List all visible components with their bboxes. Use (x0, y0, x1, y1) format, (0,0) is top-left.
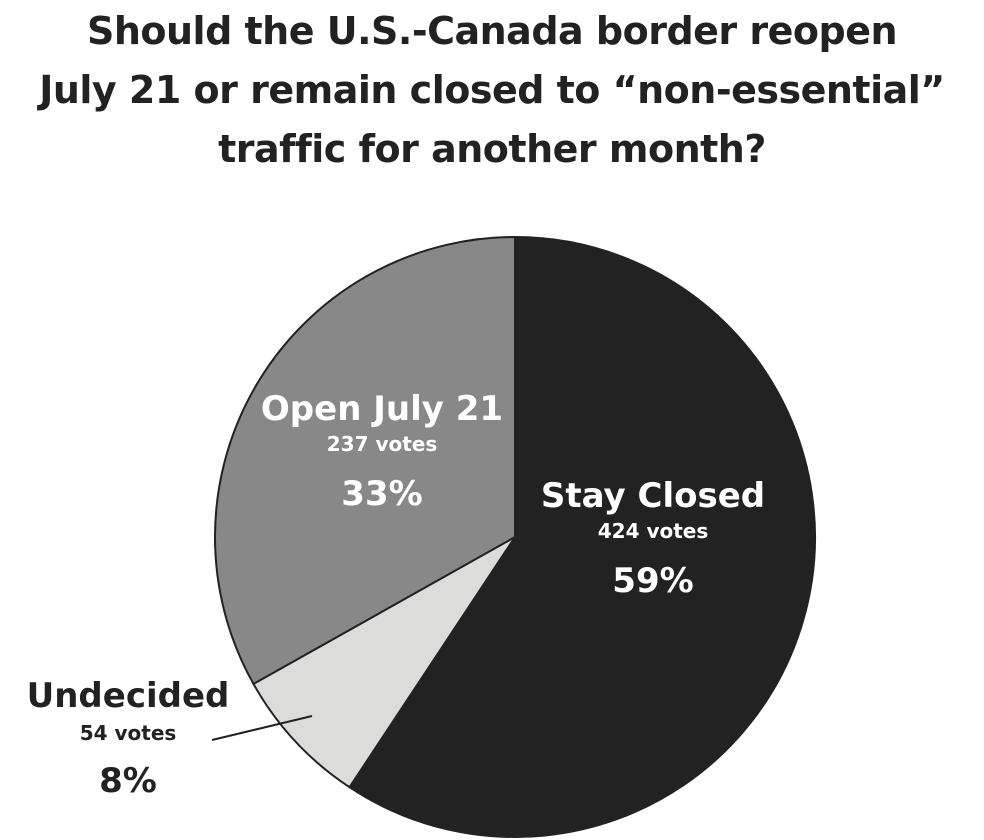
open-july-21-label: Open July 21 (261, 389, 503, 429)
open-july-21-votes: 237 votes (327, 432, 438, 456)
chart-title: Should the U.S.-Canada border reopen Jul… (0, 2, 984, 179)
stay-closed-label: Stay Closed (541, 476, 765, 516)
pie-slice-undecided (252, 536, 516, 789)
pie-slice-open-july-21 (214, 235, 516, 686)
title-line-1: Should the U.S.-Canada border reopen (86, 9, 898, 53)
undecided-label: Undecided (27, 676, 230, 716)
undecided-votes: 54 votes (80, 721, 177, 745)
stay-closed-percent: 59% (612, 561, 693, 601)
pie-slices (214, 235, 816, 838)
title-line-3: traffic for another month? (218, 127, 766, 171)
undecided-leader-line (211, 715, 313, 741)
pie-slice-stay-closed (348, 235, 816, 838)
undecided-percent: 8% (99, 761, 157, 801)
title-line-2: July 21 or remain closed to “non-essenti… (39, 68, 945, 112)
open-july-21-percent: 33% (341, 474, 422, 514)
stay-closed-votes: 424 votes (598, 519, 709, 543)
